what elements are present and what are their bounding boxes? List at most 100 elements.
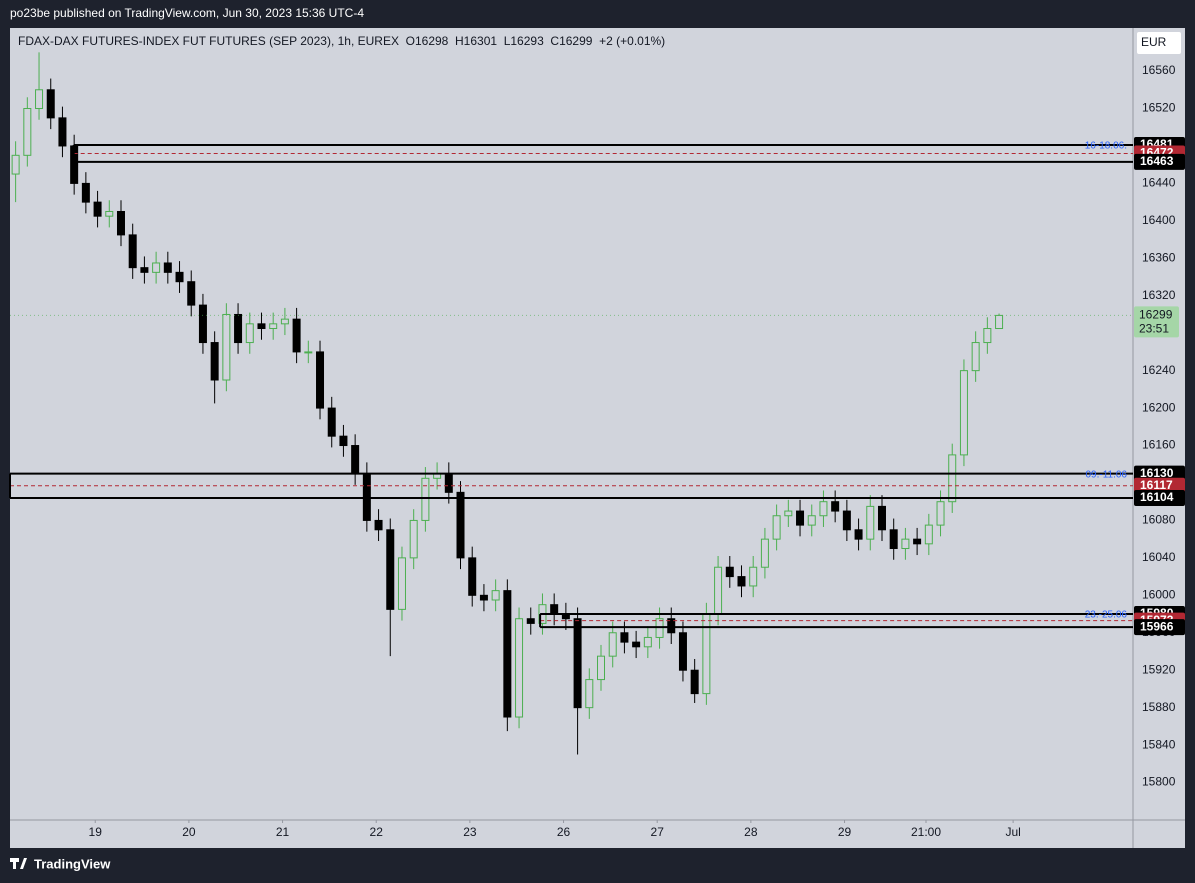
y-tick-label: 15840 [1142, 737, 1176, 751]
last-price-tag [1134, 306, 1179, 338]
candle-body [304, 351, 313, 354]
candle-body [409, 519, 418, 559]
candle-body [948, 454, 957, 503]
candle-body [620, 632, 629, 643]
candle-body [444, 473, 453, 493]
x-tick-label: 22 [370, 825, 384, 839]
candle-body [222, 313, 231, 381]
y-tick-label: 16200 [1142, 400, 1176, 414]
y-tick-label: 16440 [1142, 176, 1176, 190]
candle-body [842, 510, 851, 531]
candle-body [959, 370, 968, 456]
candle-body [643, 636, 652, 648]
candle-body [714, 566, 723, 615]
y-tick-label: 16320 [1142, 288, 1176, 302]
candle-body [573, 618, 582, 709]
candle-body [397, 557, 406, 610]
price-tag-label: 15966 [1140, 619, 1174, 633]
candle-body [807, 515, 816, 526]
candle-body [913, 538, 922, 545]
x-tick-label: 20 [182, 825, 196, 839]
candle-body [386, 529, 395, 610]
y-tick-label: 16560 [1142, 63, 1176, 77]
candle-body [140, 267, 149, 273]
candle-body [924, 524, 933, 545]
candle-body [175, 271, 184, 283]
candle-body [81, 182, 90, 203]
logo-mark [10, 858, 27, 869]
candle-body [983, 328, 992, 344]
price-tag [1134, 153, 1185, 170]
candle-body [292, 318, 301, 353]
price-tag [1134, 477, 1185, 494]
candle-body [11, 154, 20, 175]
candle-body [515, 618, 524, 718]
y-tick-label: 15800 [1142, 775, 1176, 789]
candle-body [889, 529, 898, 550]
candle-body [550, 604, 559, 615]
x-tick-label: 23 [463, 825, 477, 839]
candle-body [327, 407, 336, 437]
y-tick-label: 15880 [1142, 700, 1176, 714]
y-tick-label: 16240 [1142, 363, 1176, 377]
y-tick-label: 16520 [1142, 101, 1176, 115]
candle-body [456, 491, 465, 559]
plot-area [10, 28, 1133, 820]
candle-body [210, 342, 219, 381]
y-tick-label: 16400 [1142, 213, 1176, 227]
candle-body [725, 566, 734, 578]
candle-body [163, 262, 172, 273]
price-tag-label: 16130 [1140, 466, 1174, 480]
currency: EUR [1141, 35, 1167, 49]
price-tag [1134, 465, 1185, 482]
candle-body [831, 501, 840, 512]
candle-body [608, 632, 617, 657]
candle-body [58, 117, 67, 147]
candle-body [690, 669, 699, 695]
zone-label: 16-18.06. [1085, 141, 1127, 152]
candle-body [784, 510, 793, 517]
candle-body [597, 655, 606, 681]
candle-body [936, 501, 945, 526]
candle-body [526, 618, 535, 624]
candle-body [678, 632, 687, 671]
candle-body [468, 557, 477, 596]
zone-label: 23.-25.06 [1085, 610, 1128, 621]
candle-body [93, 201, 102, 217]
price-tag-label: 16117 [1140, 478, 1173, 492]
candle-body [491, 590, 500, 601]
x-tick-label: 27 [651, 825, 665, 839]
last-price-label: 16299 [1139, 308, 1173, 322]
currency-box [1137, 32, 1181, 54]
y-tick-label: 16040 [1142, 550, 1176, 564]
y-tick-label: 15920 [1142, 662, 1176, 676]
candle-body [234, 313, 243, 344]
countdown: 23:51 [1139, 322, 1169, 336]
publisher: po23be published on TradingView.com, Jun… [10, 6, 364, 20]
y-tick-label: 16000 [1142, 587, 1176, 601]
brand: TradingView [34, 856, 111, 871]
candle-body [702, 613, 711, 695]
candle-body [632, 641, 641, 648]
candle-body [737, 576, 746, 587]
candle-body [479, 594, 488, 601]
candle-body [760, 538, 769, 568]
price-tag-label: 16104 [1140, 490, 1174, 504]
candle-body [995, 314, 1004, 330]
candle-body [819, 501, 828, 517]
candle-body [339, 435, 348, 447]
candle-body [198, 304, 207, 344]
candle-body [901, 538, 910, 550]
x-tick-label: 21 [276, 825, 290, 839]
legend: FDAX-DAX FUTURES-INDEX FUT FUTURES (SEP … [18, 34, 665, 48]
candle-body [257, 323, 266, 330]
candle-body [503, 590, 512, 718]
x-tick-label: 26 [557, 825, 571, 839]
candle-body [116, 210, 125, 236]
candle-body [280, 318, 289, 325]
price-tag [1134, 489, 1185, 506]
x-tick-label: 28 [744, 825, 758, 839]
candle-body [269, 323, 278, 330]
candle-body [128, 234, 137, 269]
